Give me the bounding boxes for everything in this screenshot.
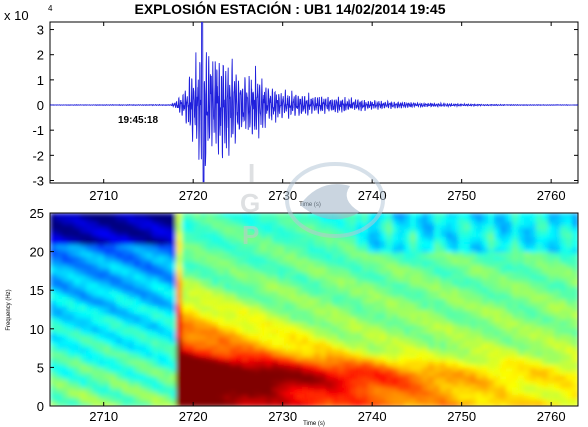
x-tick-label: 2710 bbox=[89, 409, 118, 424]
x-tick-label: 2760 bbox=[537, 409, 566, 424]
y-tick-label: 3 bbox=[37, 23, 44, 38]
time-annotation: 19:45:18 bbox=[118, 115, 158, 126]
x-tick-label: 2720 bbox=[179, 409, 208, 424]
x-tick-label: 2720 bbox=[179, 188, 208, 203]
x-tick-label: 2730 bbox=[268, 409, 297, 424]
y-tick-label: -1 bbox=[32, 123, 44, 138]
svg-text:G: G bbox=[240, 188, 260, 218]
y-tick-label: 2 bbox=[37, 48, 44, 63]
y-tick-label: -2 bbox=[32, 148, 44, 163]
x-tick-label: 2750 bbox=[447, 409, 476, 424]
igp-watermark-logo: I G P bbox=[240, 158, 385, 250]
y-scale-exponent: 4 bbox=[48, 4, 53, 13]
y-tick-label: 25 bbox=[30, 206, 44, 221]
x-tick-label: 2730 bbox=[268, 188, 297, 203]
x-tick-label: 2710 bbox=[89, 188, 118, 203]
waveform-ticks: -3 -2 -1 0 1 2 3 2710 2720 2730 2740 2750 2760 bbox=[32, 22, 578, 203]
chart-title: EXPLOSIÓN ESTACIÓN : UB1 14/02/2014 19:4… bbox=[135, 0, 446, 17]
y-tick-label: 5 bbox=[37, 360, 44, 375]
svg-text:I: I bbox=[248, 158, 255, 188]
y-tick-label: 15 bbox=[30, 283, 44, 298]
y-tick-label: 10 bbox=[30, 322, 44, 337]
svg-text:P: P bbox=[242, 220, 259, 250]
y-tick-label: 20 bbox=[30, 245, 44, 260]
y-scale-label: x 10 bbox=[4, 8, 29, 23]
spectrogram-ticks: 0 5 10 15 20 25 2710 2720 2730 2740 2750 2760 bbox=[30, 206, 566, 424]
seismogram-trace bbox=[50, 22, 578, 183]
spectrogram-image bbox=[50, 213, 578, 406]
y-tick-label: 0 bbox=[37, 399, 44, 414]
y-tick-label: 0 bbox=[37, 98, 44, 113]
x-tick-label: 2750 bbox=[447, 188, 476, 203]
x-tick-label: 2760 bbox=[537, 188, 566, 203]
x-tick-label: 2740 bbox=[358, 188, 387, 203]
y-tick-label: 1 bbox=[37, 73, 44, 88]
spectrogram-x-label: Time (s) bbox=[303, 421, 325, 427]
waveform-axes bbox=[49, 21, 579, 184]
y-tick-label: -3 bbox=[32, 173, 44, 188]
spectrogram-y-label: Frequency (Hz) bbox=[6, 289, 12, 330]
x-tick-label: 2740 bbox=[358, 409, 387, 424]
